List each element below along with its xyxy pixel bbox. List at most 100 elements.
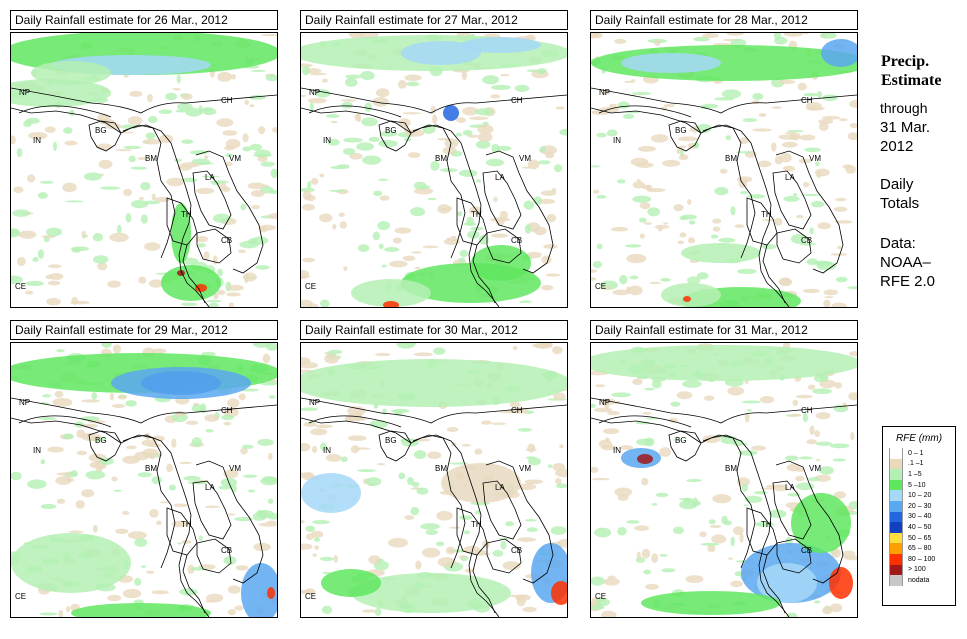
rain-speckle bbox=[802, 288, 821, 294]
country-label: IN bbox=[613, 446, 621, 455]
panel-title: Daily Rainfall estimate for 27 Mar., 201… bbox=[300, 10, 568, 30]
rain-speckle bbox=[268, 395, 276, 399]
rainfall-legend: RFE (mm) 0 – 1 .1 –1 1 –5 5 –10 10 – 20 20 – … bbox=[882, 426, 956, 606]
legend-item: 0 – 1 bbox=[883, 448, 955, 459]
rain-speckle bbox=[466, 216, 474, 226]
rain-speckle bbox=[551, 346, 563, 355]
rain-speckle bbox=[676, 148, 681, 155]
rain-speckle bbox=[493, 196, 498, 203]
rain-speckle bbox=[310, 177, 319, 185]
rain-speckle bbox=[81, 489, 95, 498]
rain-speckle bbox=[378, 243, 384, 249]
rain-speckle bbox=[301, 299, 314, 307]
rain-speckle bbox=[427, 197, 437, 201]
rain-speckle bbox=[639, 233, 645, 239]
rain-speckle bbox=[673, 203, 684, 212]
rain-speckle bbox=[614, 487, 633, 497]
rain-speckle bbox=[128, 155, 136, 163]
rain-speckle bbox=[459, 249, 469, 258]
rain-speckle bbox=[461, 443, 471, 447]
rain-speckle bbox=[325, 453, 342, 462]
boundary-line bbox=[122, 124, 176, 259]
legend-item: > 100 bbox=[883, 564, 955, 576]
rain-speckle bbox=[244, 273, 249, 284]
rain-speckle bbox=[70, 246, 90, 252]
rain-speckle bbox=[427, 451, 442, 460]
rain-speckle bbox=[523, 200, 535, 210]
rain-speckle bbox=[130, 200, 149, 209]
rain-speckle bbox=[342, 148, 356, 155]
boundary-line bbox=[746, 507, 778, 556]
rain-speckle bbox=[130, 166, 148, 170]
rain-speckle bbox=[156, 520, 162, 526]
rain-speckle bbox=[319, 173, 325, 178]
rain-speckle bbox=[265, 74, 277, 82]
rain-speckle bbox=[778, 277, 793, 287]
rain-area bbox=[443, 105, 459, 121]
rain-speckle bbox=[637, 145, 656, 152]
rain-speckle bbox=[458, 169, 478, 177]
rain-speckle bbox=[463, 530, 471, 535]
rain-speckle bbox=[702, 33, 719, 39]
rain-speckle bbox=[596, 243, 603, 250]
rain-speckle bbox=[197, 243, 206, 248]
rain-speckle bbox=[213, 293, 219, 300]
rain-speckle bbox=[64, 200, 84, 203]
rain-speckle bbox=[437, 557, 456, 567]
rain-speckle bbox=[607, 575, 616, 580]
boundary-line bbox=[122, 434, 176, 569]
rain-speckle bbox=[415, 266, 421, 270]
rain-speckle bbox=[632, 181, 645, 189]
rain-speckle bbox=[541, 255, 552, 264]
rain-speckle bbox=[757, 160, 772, 168]
rain-speckle bbox=[808, 477, 820, 482]
rain-speckle bbox=[445, 546, 456, 555]
rain-speckle bbox=[422, 245, 439, 249]
rain-speckle bbox=[559, 444, 564, 449]
rain-speckle bbox=[468, 206, 483, 215]
rain-speckle bbox=[394, 227, 412, 234]
country-label: TH bbox=[471, 210, 482, 219]
rain-speckle bbox=[416, 487, 429, 495]
rain-speckle bbox=[249, 104, 255, 108]
legend-label: 30 – 40 bbox=[908, 513, 932, 521]
end-date: 31 Mar. bbox=[880, 119, 931, 136]
rain-speckle bbox=[25, 280, 44, 287]
rain-speckle bbox=[779, 153, 792, 163]
rain-speckle bbox=[257, 156, 268, 162]
rain-speckle bbox=[413, 450, 427, 460]
rain-speckle bbox=[92, 232, 103, 242]
rain-speckle bbox=[190, 566, 206, 571]
boundary-line bbox=[772, 170, 812, 230]
rain-speckle bbox=[647, 207, 661, 217]
rain-speckle bbox=[526, 251, 542, 259]
rain-speckle bbox=[591, 466, 599, 473]
rain-speckle bbox=[850, 431, 855, 441]
boundary-line bbox=[772, 480, 812, 540]
rain-speckle bbox=[815, 170, 822, 179]
rain-speckle bbox=[527, 159, 540, 170]
country-label: BG bbox=[385, 436, 397, 445]
rain-speckle bbox=[714, 186, 729, 196]
rain-speckle bbox=[62, 433, 74, 440]
rain-speckle bbox=[257, 438, 274, 446]
rain-speckle bbox=[129, 90, 143, 97]
legend-swatch bbox=[889, 490, 903, 501]
rain-speckle bbox=[788, 413, 802, 417]
rain-speckle bbox=[822, 606, 833, 615]
rain-speckle bbox=[410, 207, 426, 217]
rain-speckle bbox=[217, 268, 223, 277]
rain-speckle bbox=[526, 527, 538, 533]
rain-speckle bbox=[378, 178, 389, 181]
rain-speckle bbox=[711, 534, 727, 544]
rain-speckle bbox=[795, 475, 805, 482]
rain-speckle bbox=[142, 138, 162, 145]
rain-speckle bbox=[368, 136, 380, 142]
rain-speckle bbox=[677, 136, 698, 142]
rain-area bbox=[681, 243, 761, 263]
country-label: NP bbox=[19, 398, 30, 407]
rain-speckle bbox=[670, 401, 681, 407]
rain-speckle bbox=[406, 81, 420, 87]
rain-speckle bbox=[490, 233, 509, 238]
rain-speckle bbox=[783, 33, 803, 37]
